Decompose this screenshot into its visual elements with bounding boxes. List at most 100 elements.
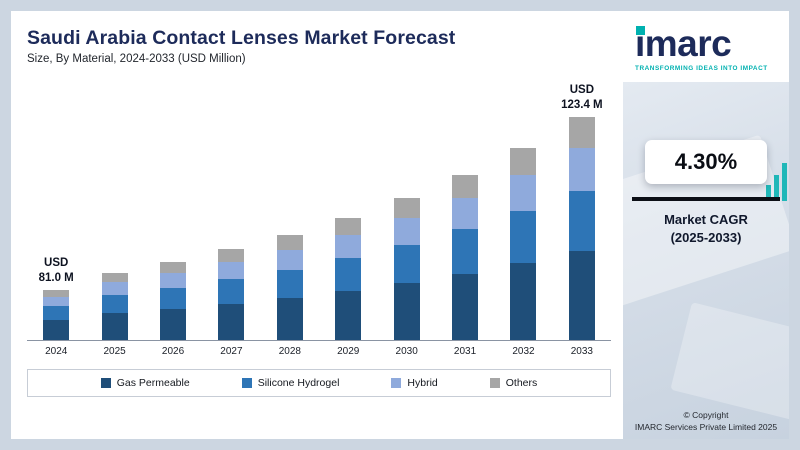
legend-label: Others: [505, 377, 538, 389]
bar-segment: [218, 303, 245, 340]
bar-segment: [101, 313, 128, 340]
bar-segment: [43, 306, 70, 320]
chart-subtitle: Size, By Material, 2024-2033 (USD Millio…: [27, 53, 246, 65]
x-axis-labels: 2024 2025 2026 2027 2028 2029 2030 2031 2032 2033: [27, 346, 611, 357]
bar-segment: [43, 296, 70, 307]
legend-label: Hybrid: [407, 377, 438, 389]
bar-segment: [568, 117, 595, 149]
bar-segment: [335, 258, 362, 292]
logo-text: imarc: [635, 23, 732, 64]
x-axis-tick-label: 2030: [395, 346, 418, 357]
bar-column: [494, 148, 552, 340]
chart-title: Saudi Arabia Contact Lenses Market Forec…: [27, 27, 456, 49]
cagr-divider: [632, 197, 780, 201]
cagr-label: Market CAGR (2025-2033): [664, 211, 748, 247]
stacked-bar: [568, 117, 595, 340]
bar-segment: [510, 174, 537, 212]
bar-column: USD 123.4 M: [553, 83, 611, 340]
report-card: Saudi Arabia Contact Lenses Market Forec…: [11, 11, 789, 439]
bar-segment: [452, 273, 479, 340]
stacked-bar: [510, 148, 537, 340]
legend-swatch: [100, 378, 111, 388]
bar-segment: [393, 217, 420, 245]
legend-item: Silicone Hydrogel: [241, 377, 340, 389]
stacked-bar: [218, 249, 245, 340]
bar-segment: [160, 272, 187, 288]
stacked-bar: [452, 175, 479, 340]
bar-segment: [568, 250, 595, 340]
cagr-label-line1: Market CAGR: [664, 211, 748, 227]
legend: Gas Permeable Silicone Hydrogel Hybrid Othe…: [27, 369, 611, 397]
bar-segment: [452, 175, 479, 199]
copyright-line2: IMARC Services Private Limited 2025: [634, 422, 778, 432]
legend-label: Silicone Hydrogel: [257, 377, 340, 389]
bar-segment: [393, 198, 420, 218]
legend-item: Gas Permeable: [100, 377, 190, 389]
x-axis-tick-label: 2026: [161, 346, 185, 357]
bar-segment: [335, 291, 362, 340]
bar-segment: [218, 279, 245, 304]
bar-segment: [568, 148, 595, 191]
sidebar: imarc TRANSFORMING IDEAS INTO IMPACT 4.3…: [623, 11, 789, 439]
bar-value-label: USD 81.0 M: [38, 257, 74, 284]
bar-column: [202, 249, 260, 340]
bar-column: USD 81.0 M: [27, 256, 85, 340]
legend-label: Gas Permeable: [116, 377, 190, 389]
bar-column: [144, 262, 202, 340]
copyright-line1: © Copyright: [683, 410, 729, 420]
bar-segment: [510, 263, 537, 340]
stacked-bar: [160, 262, 187, 340]
imarc-logo: imarc: [635, 23, 732, 64]
copyright: © Copyright IMARC Services Private Limit…: [623, 410, 789, 432]
chart-section: Saudi Arabia Contact Lenses Market Forec…: [11, 11, 623, 439]
bar-column: [85, 273, 143, 340]
bar-group: USD 81.0 M USD 123.4 M: [27, 73, 611, 340]
bar-segment: [568, 190, 595, 251]
bar-segment: [43, 290, 70, 297]
bar-segment: [101, 282, 128, 296]
bar-segment: [218, 249, 245, 262]
bar-segment: [335, 235, 362, 259]
x-axis-tick-label: 2024: [45, 346, 68, 357]
legend-item: Others: [489, 377, 538, 389]
bar-segment: [510, 211, 537, 264]
bar-segment: [160, 287, 187, 309]
bar-segment: [101, 295, 128, 314]
bar-segment: [276, 249, 303, 270]
stacked-bar: [276, 235, 303, 340]
bar-segment: [452, 229, 479, 274]
sidebar-body: 4.30% Market CAGR (2025-2033) © Copyrigh…: [623, 82, 789, 439]
stacked-bar: [335, 218, 362, 340]
bar-segment: [160, 262, 187, 273]
legend-item: Hybrid: [391, 377, 438, 389]
stacked-bar: [393, 198, 420, 340]
logo-box: imarc TRANSFORMING IDEAS INTO IMPACT: [623, 11, 789, 82]
mini-bar-chart-decoration: [766, 163, 787, 201]
x-axis-tick-label: 2028: [278, 346, 301, 357]
bar-column: [319, 218, 377, 340]
x-axis-tick-label: 2032: [512, 346, 535, 357]
cagr-label-line2: (2025-2033): [670, 229, 742, 245]
cagr-value: 4.30%: [674, 149, 738, 174]
x-axis-tick-label: 2027: [220, 346, 243, 357]
bar-segment: [43, 319, 70, 340]
bar-segment: [101, 273, 128, 283]
bar-segment: [510, 148, 537, 175]
cagr-value-box: 4.30%: [644, 140, 768, 184]
legend-swatch: [391, 378, 402, 388]
bar-segment: [276, 235, 303, 250]
legend-swatch: [489, 378, 500, 388]
bar-segment: [160, 308, 187, 340]
bar-column: [436, 175, 494, 340]
bar-segment: [335, 218, 362, 236]
bar-segment: [393, 244, 420, 284]
x-axis-tick-label: 2033: [570, 346, 593, 357]
bar-segment: [276, 269, 303, 298]
bar-segment: [218, 261, 245, 279]
logo-dot-icon: [636, 26, 645, 35]
x-axis-tick-label: 2029: [337, 346, 360, 357]
bar-segment: [276, 297, 303, 340]
x-axis-tick-label: 2031: [453, 346, 477, 357]
bar-column: [261, 235, 319, 340]
